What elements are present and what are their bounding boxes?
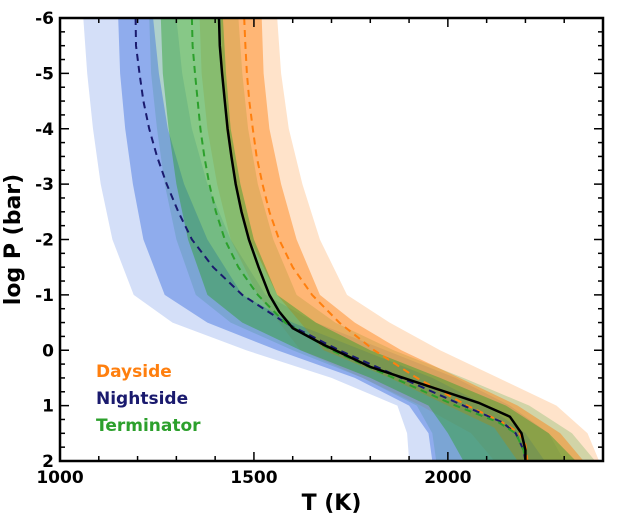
- y-tick-label: 0: [42, 341, 54, 361]
- y-tick-label: -4: [35, 120, 54, 140]
- y-tick-label: -6: [35, 9, 54, 29]
- y-tick-label: 2: [42, 452, 54, 472]
- y-tick-label: -3: [35, 175, 54, 195]
- terminator-median-line: [190, 18, 527, 461]
- y-tick-label: -1: [35, 286, 54, 306]
- legend-dayside: Dayside: [96, 362, 172, 382]
- x-axis-title: T (K): [302, 491, 362, 516]
- dayside-band-1sigma: [221, 18, 584, 461]
- confidence-bands: [83, 18, 600, 461]
- terminator-band-2sigma: [149, 18, 596, 461]
- x-tick-label: 1500: [230, 468, 277, 488]
- profile-lines: [134, 18, 529, 461]
- nightside-band-1sigma: [118, 18, 545, 461]
- y-axis-ticks: -6 -5 -4 -3 -2 -1 0 1 2: [35, 9, 603, 472]
- legend-terminator: Terminator: [96, 416, 201, 436]
- legend-nightside: Nightside: [96, 389, 188, 409]
- legend: Dayside Nightside Terminator: [96, 362, 201, 436]
- y-tick-label: -2: [35, 231, 54, 251]
- nightside-median-line: [134, 18, 527, 461]
- dayside-median-line: [243, 18, 529, 461]
- terminator-band-1sigma: [160, 18, 576, 461]
- x-axis-ticks: 1000 1500 2000: [36, 18, 604, 488]
- y-axis-title: log P (bar): [1, 174, 26, 305]
- reference-profile-line: [217, 18, 527, 461]
- dayside-band-2sigma: [199, 18, 600, 461]
- y-tick-label: 1: [42, 397, 54, 417]
- x-tick-label: 2000: [424, 468, 471, 488]
- y-tick-label: -5: [35, 64, 54, 84]
- nightside-band-2sigma: [83, 18, 565, 461]
- x-tick-label: 1000: [36, 468, 83, 488]
